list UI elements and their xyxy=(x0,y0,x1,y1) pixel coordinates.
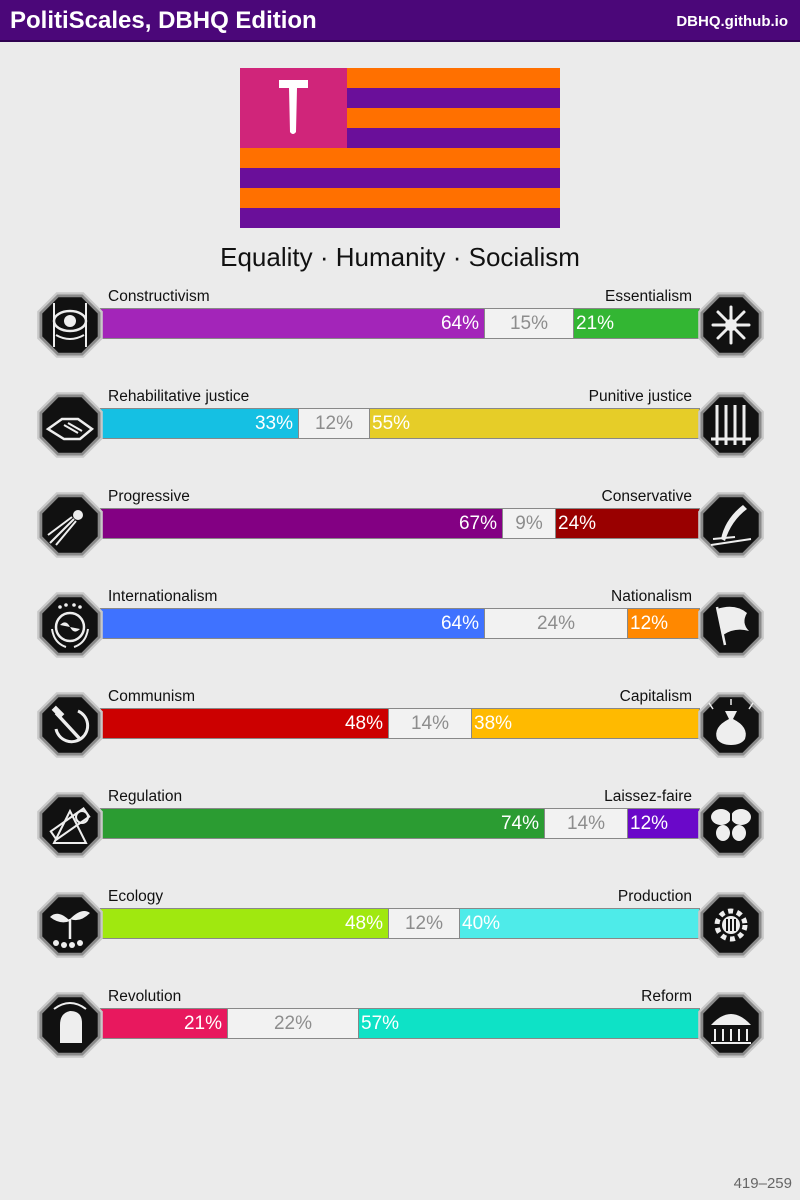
sprout-icon xyxy=(34,889,106,961)
eye-icon xyxy=(34,289,106,361)
axis-right-segment: 12% xyxy=(628,609,699,638)
axis-left-segment: 21% xyxy=(101,1009,227,1038)
axis-left-label: Constructivism xyxy=(108,288,210,305)
axis-left-segment: 74% xyxy=(101,809,544,838)
footer-code: 419–259 xyxy=(733,1175,792,1192)
axis-right-segment: 38% xyxy=(472,709,699,738)
axis-neutral-segment: 14% xyxy=(544,809,628,838)
axis-left-segment: 48% xyxy=(101,909,388,938)
axis-bar: 67% 9% 24% xyxy=(100,508,700,539)
axis-bar: 33% 12% 55% xyxy=(100,408,700,439)
axis-right-label: Capitalism xyxy=(619,688,692,705)
axis-neutral-segment: 15% xyxy=(484,309,574,338)
flag-canton xyxy=(240,68,347,148)
axis-neutral-segment: 12% xyxy=(388,909,460,938)
gear-icon xyxy=(695,889,767,961)
axis-neutral-segment: 24% xyxy=(484,609,628,638)
flower-icon xyxy=(695,289,767,361)
axis-left-label: Communism xyxy=(108,688,195,705)
axis-bar: 64% 15% 21% xyxy=(100,308,700,339)
axis-left-segment: 48% xyxy=(101,709,388,738)
axis-row: Regulation Laissez-faire 74% 14% 12% xyxy=(0,788,800,868)
axis-right-segment: 55% xyxy=(370,409,699,438)
axis-left-label: Internationalism xyxy=(108,588,218,605)
axis-right-label: Punitive justice xyxy=(588,388,692,405)
app-title: PolitiScales, DBHQ Edition xyxy=(10,7,317,34)
axis-right-label: Essentialism xyxy=(605,288,692,305)
hammer-sickle-icon xyxy=(34,689,106,761)
header-bar: PolitiScales, DBHQ Edition DBHQ.github.i… xyxy=(0,0,800,42)
prison-bars-icon xyxy=(695,389,767,461)
flag-stripe xyxy=(240,148,560,168)
butterfly-icon xyxy=(695,789,767,861)
axis-bar: 21% 22% 57% xyxy=(100,1008,700,1039)
axis-neutral-segment: 14% xyxy=(388,709,472,738)
hammer-symbol-icon xyxy=(279,80,308,134)
axis-left-segment: 64% xyxy=(101,309,484,338)
ruler-icon xyxy=(34,789,106,861)
axis-right-segment: 24% xyxy=(556,509,699,538)
axis-bar: 74% 14% 12% xyxy=(100,808,700,839)
axis-left-label: Progressive xyxy=(108,488,190,505)
globe-icon xyxy=(34,589,106,661)
axis-left-segment: 64% xyxy=(101,609,484,638)
axis-bar: 48% 14% 38% xyxy=(100,708,700,739)
axis-right-label: Production xyxy=(617,888,692,905)
parliament-icon xyxy=(695,989,767,1061)
axis-left-segment: 67% xyxy=(101,509,502,538)
flag-stripe xyxy=(240,168,560,188)
fist-icon xyxy=(34,989,106,1061)
axis-neutral-segment: 22% xyxy=(227,1009,359,1038)
axis-right-segment: 21% xyxy=(574,309,699,338)
money-bag-icon xyxy=(695,689,767,761)
axis-left-segment: 33% xyxy=(101,409,298,438)
site-link[interactable]: DBHQ.github.io xyxy=(676,13,788,30)
result-flag xyxy=(240,68,560,228)
axis-left-label: Rehabilitative justice xyxy=(108,388,250,405)
axis-row: Rehabilitative justice Punitive justice 33… xyxy=(0,388,800,468)
comet-icon xyxy=(34,489,106,561)
axis-right-label: Reform xyxy=(641,988,692,1005)
axis-left-label: Ecology xyxy=(108,888,164,905)
axis-row: Internationalism Nationalism 64% 24% 12% xyxy=(0,588,800,668)
axis-row: Constructivism Essentialism 64% 15% 21% xyxy=(0,288,800,368)
motto: Equality · Humanity · Socialism xyxy=(220,242,580,272)
axis-row: Progressive Conservative 67% 9% 24% xyxy=(0,488,800,568)
axis-right-segment: 57% xyxy=(359,1009,699,1038)
flag-stripe xyxy=(240,208,560,228)
axis-bar: 48% 12% 40% xyxy=(100,908,700,939)
axis-right-label: Laissez-faire xyxy=(604,788,692,805)
axis-row: Revolution Reform 21% 22% 57% xyxy=(0,988,800,1068)
axis-right-segment: 40% xyxy=(460,909,699,938)
axis-neutral-segment: 9% xyxy=(502,509,556,538)
axis-row: Communism Capitalism 48% 14% 38% xyxy=(0,688,800,768)
axis-right-segment: 12% xyxy=(628,809,699,838)
axis-right-label: Conservative xyxy=(601,488,692,505)
axis-bar: 64% 24% 12% xyxy=(100,608,700,639)
flag-stripe xyxy=(240,188,560,208)
axis-neutral-segment: 12% xyxy=(298,409,370,438)
quill-icon xyxy=(695,489,767,561)
axis-row: Ecology Production 48% 12% 40% xyxy=(0,888,800,968)
axis-right-label: Nationalism xyxy=(611,588,692,605)
flag-icon xyxy=(695,589,767,661)
handshake-icon xyxy=(34,389,106,461)
axis-left-label: Regulation xyxy=(108,788,183,805)
axis-left-label: Revolution xyxy=(108,988,182,1005)
